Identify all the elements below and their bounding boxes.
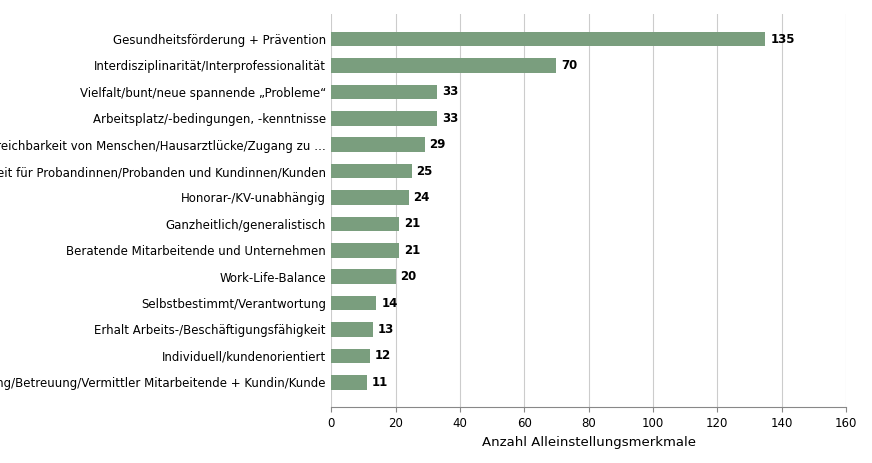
Bar [331, 85, 438, 99]
Text: 11: 11 [371, 376, 388, 389]
Text: 12: 12 [375, 350, 391, 363]
Text: 20: 20 [400, 270, 417, 283]
Text: 25: 25 [417, 164, 433, 177]
Bar [331, 349, 370, 363]
Bar [331, 243, 399, 257]
Text: 24: 24 [413, 191, 430, 204]
Text: 21: 21 [404, 244, 420, 257]
Bar [331, 296, 377, 310]
Bar [331, 375, 367, 389]
Text: 135: 135 [770, 32, 794, 45]
Bar [331, 269, 396, 284]
Bar [331, 138, 425, 152]
Text: 33: 33 [442, 85, 459, 98]
Text: 21: 21 [404, 217, 420, 231]
Bar [331, 322, 373, 337]
Text: 70: 70 [562, 59, 577, 72]
X-axis label: Anzahl Alleinstellungsmerkmale: Anzahl Alleinstellungsmerkmale [481, 436, 696, 449]
Bar [331, 111, 438, 125]
Bar [331, 217, 399, 231]
Text: 14: 14 [381, 297, 398, 310]
Text: 13: 13 [378, 323, 394, 336]
Bar [331, 164, 412, 178]
Bar [331, 58, 556, 73]
Text: 33: 33 [442, 112, 459, 125]
Bar [331, 190, 408, 205]
Text: 29: 29 [429, 138, 446, 151]
Bar [331, 32, 766, 46]
